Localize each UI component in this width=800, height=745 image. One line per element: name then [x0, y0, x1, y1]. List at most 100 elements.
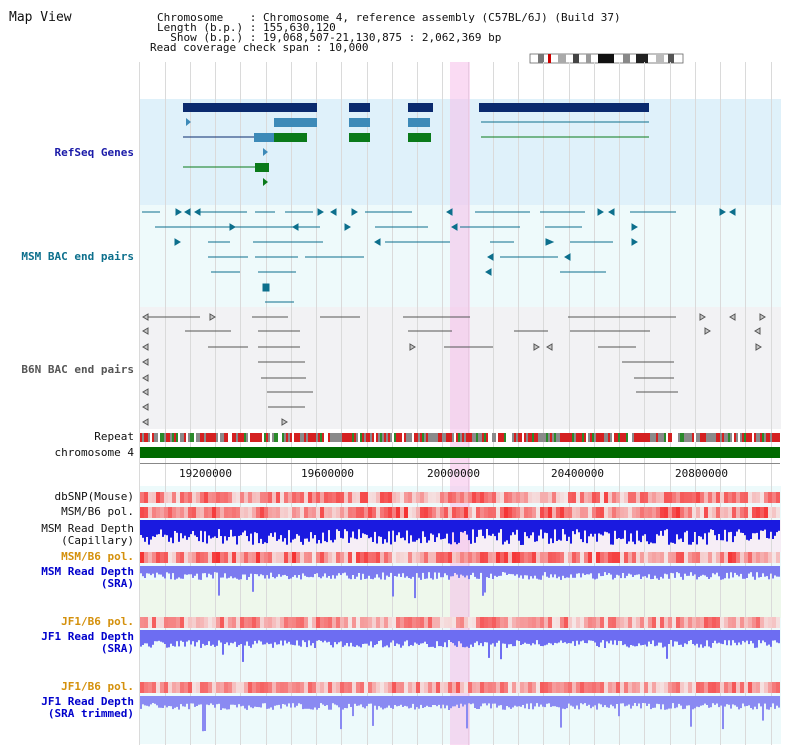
bac-end[interactable]	[374, 238, 381, 246]
bac-end[interactable]	[487, 253, 494, 261]
length-info: Length (b.p.) : 155,630,120	[157, 21, 336, 34]
bac-end[interactable]	[564, 253, 571, 261]
gene-feature[interactable]	[479, 103, 649, 112]
repeat-track[interactable]	[140, 433, 780, 442]
bac-end[interactable]	[142, 388, 149, 396]
bac-end[interactable]	[262, 283, 270, 292]
msm-depth-sra-label-1: MSM Read Depth	[41, 565, 134, 578]
axis-tick-label: 20400000	[551, 467, 604, 480]
gene-feature[interactable]	[408, 103, 433, 112]
dbsnp-heat-track[interactable]	[140, 492, 780, 503]
gene-feature[interactable]	[263, 178, 268, 186]
bac-end[interactable]	[704, 327, 711, 335]
bac-end[interactable]	[631, 223, 638, 231]
gene-feature[interactable]	[349, 118, 370, 127]
bac-end[interactable]	[485, 268, 492, 276]
bac-end[interactable]	[754, 327, 761, 335]
jf1-depth-trim-label-1: JF1 Read Depth	[41, 695, 134, 708]
bac-end[interactable]	[292, 223, 299, 231]
msm-depth-capillary-track[interactable]	[140, 520, 780, 545]
gene-feature[interactable]	[186, 118, 191, 126]
gene-feature[interactable]	[349, 133, 370, 142]
bac-end[interactable]	[608, 208, 615, 216]
jf1-depth-sra-label-2: (SRA)	[100, 642, 134, 655]
jf1-b6-pol-label: JF1/B6 pol.	[61, 615, 134, 628]
bac-end[interactable]	[699, 313, 706, 321]
gene-feature[interactable]	[408, 133, 431, 142]
gene-feature[interactable]	[408, 118, 430, 127]
gene-feature[interactable]	[274, 133, 307, 142]
gene-feature[interactable]	[255, 163, 269, 172]
bac-end[interactable]	[451, 223, 458, 231]
jf1-depth-sra-label-1: JF1 Read Depth	[41, 630, 134, 643]
bac-end[interactable]	[344, 223, 351, 231]
msm-depth-sra-track[interactable]	[140, 566, 780, 599]
chromosome-bar[interactable]	[140, 447, 780, 458]
bac-end[interactable]	[229, 223, 236, 231]
bac-end[interactable]	[729, 313, 736, 321]
bac-end[interactable]	[209, 313, 216, 321]
jf1-b6-pol-heat-track-2[interactable]	[140, 682, 780, 693]
msm-depth-capillary-label-2: (Capillary)	[61, 534, 134, 547]
bac-end[interactable]	[194, 208, 201, 216]
coverage-span-info: Read coverage check span : 10,000	[150, 41, 369, 54]
bac-end[interactable]	[142, 403, 149, 411]
gene-feature[interactable]	[254, 133, 274, 142]
bac-end[interactable]	[351, 208, 358, 216]
bac-end[interactable]	[142, 418, 149, 426]
bac-end[interactable]	[142, 343, 149, 351]
bac-end[interactable]	[597, 208, 604, 216]
msm-bac-label: MSM BAC end pairs	[21, 250, 134, 263]
bac-end[interactable]	[142, 358, 149, 366]
gene-feature[interactable]	[349, 103, 370, 112]
gene-feature[interactable]	[274, 118, 317, 127]
bac-end[interactable]	[755, 343, 762, 351]
bac-end[interactable]	[174, 238, 181, 246]
axis-tick-label: 20000000	[427, 467, 480, 480]
page-title: Map View	[9, 10, 72, 25]
dbsnp-label: dbSNP(Mouse)	[54, 490, 134, 503]
bac-end[interactable]	[719, 208, 726, 216]
refseq-label: RefSeq Genes	[54, 146, 134, 159]
jf1-depth-trim-label-2: (SRA trimmed)	[47, 707, 134, 720]
bac-end[interactable]	[631, 238, 638, 246]
msm-depth-capillary-label-1: MSM Read Depth	[41, 522, 134, 535]
show-range-info: Show (b.p.) : 19,068,507-21,130,875 : 2,…	[157, 31, 502, 44]
bac-end[interactable]	[545, 238, 555, 246]
msm-b6-pol-label-2: MSM/B6 pol.	[61, 550, 134, 563]
bac-end[interactable]	[533, 343, 540, 351]
msm-depth-sra-label-2: (SRA)	[100, 577, 134, 590]
axis-tick-label: 20800000	[675, 467, 728, 480]
bac-end[interactable]	[729, 208, 736, 216]
bac-end[interactable]	[175, 208, 182, 216]
bac-end[interactable]	[142, 313, 149, 321]
bac-end[interactable]	[184, 208, 191, 216]
bac-end[interactable]	[142, 374, 149, 382]
bac-end[interactable]	[330, 208, 337, 216]
bac-end[interactable]	[759, 313, 766, 321]
msm-b6-pol-heat-track-2[interactable]	[140, 552, 780, 563]
bac-end[interactable]	[446, 208, 453, 216]
jf1-depth-trim-track[interactable]	[140, 696, 780, 732]
bac-end[interactable]	[546, 343, 553, 351]
bac-end[interactable]	[142, 327, 149, 335]
bac-end[interactable]	[409, 343, 416, 351]
bac-end[interactable]	[281, 418, 288, 426]
jf1-depth-sra-track[interactable]	[140, 630, 780, 662]
chromosome-label: chromosome 4	[54, 446, 134, 459]
gene-feature[interactable]	[183, 103, 317, 112]
gene-feature[interactable]	[263, 148, 268, 156]
repeat-label: Repeat	[94, 430, 134, 443]
chromosome-ideogram-icon[interactable]	[528, 51, 688, 66]
jf1-b6-pol-label-2: JF1/B6 pol.	[61, 680, 134, 693]
msm-b6-pol-heat-track[interactable]	[140, 507, 780, 518]
jf1-b6-pol-heat-track[interactable]	[140, 617, 780, 628]
bac-end[interactable]	[317, 208, 324, 216]
b6n-bac-label: B6N BAC end pairs	[21, 363, 134, 376]
msm-b6-pol-label: MSM/B6 pol.	[61, 505, 134, 518]
